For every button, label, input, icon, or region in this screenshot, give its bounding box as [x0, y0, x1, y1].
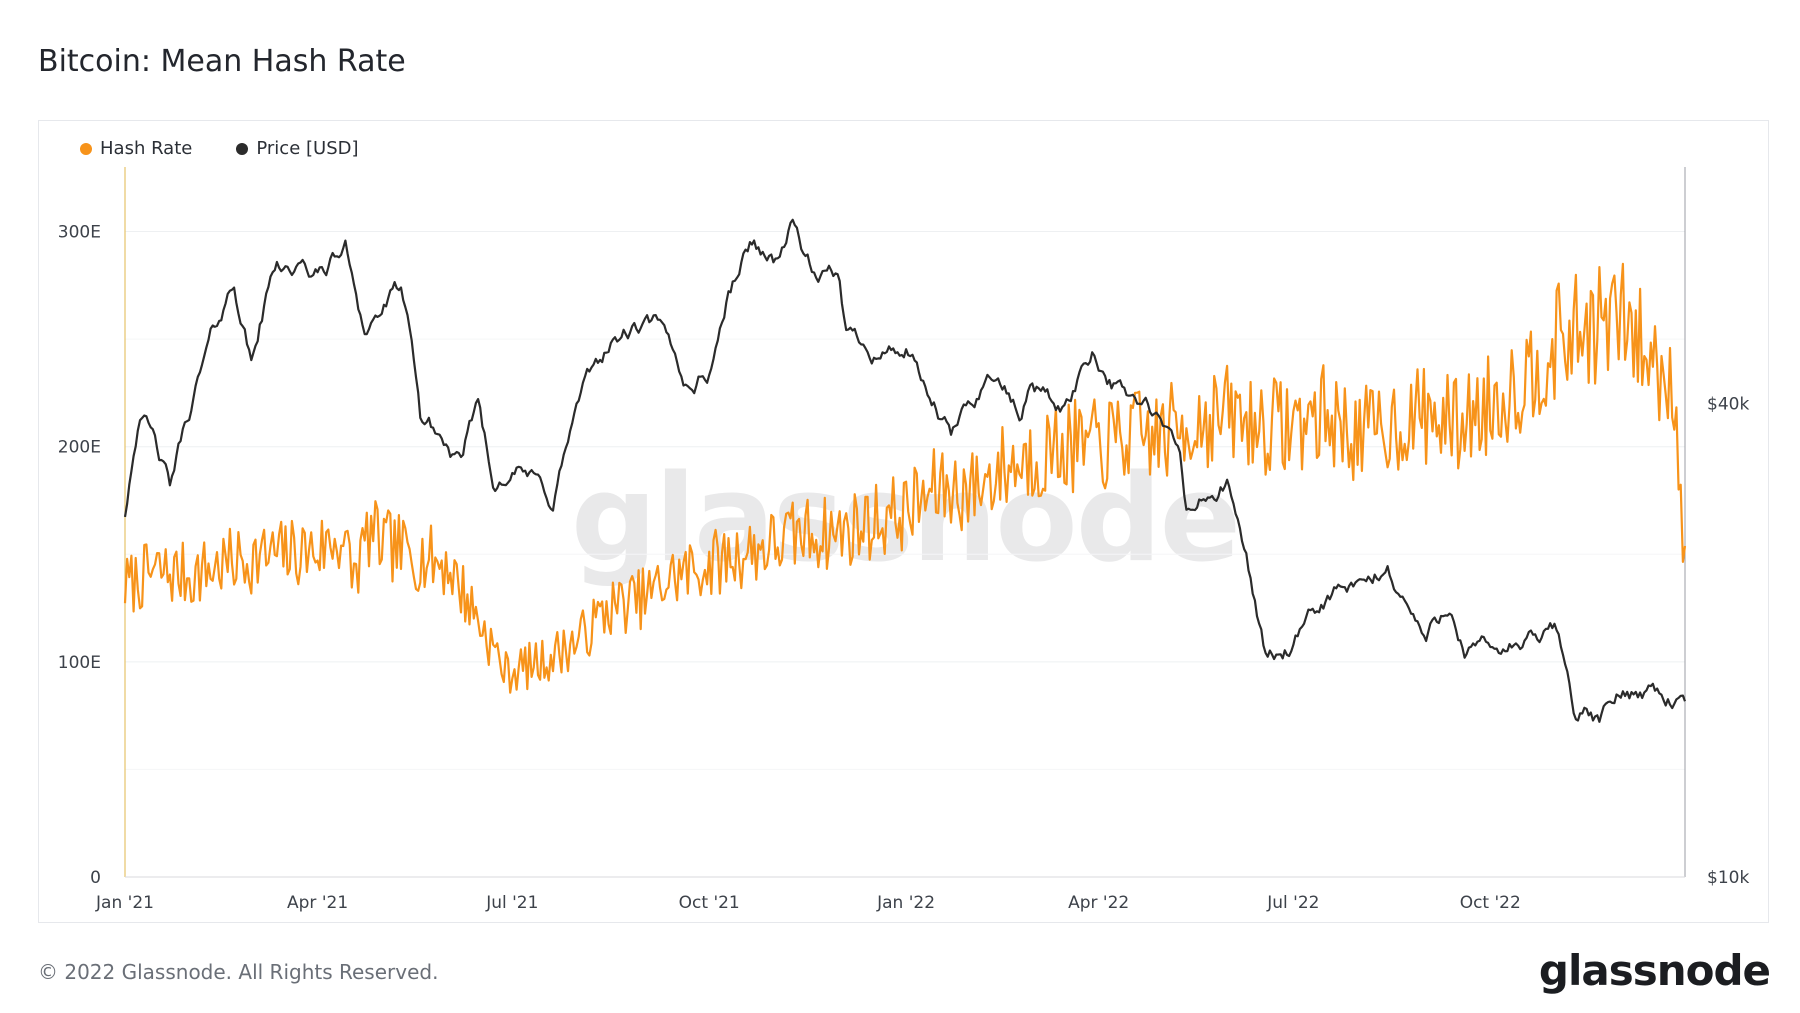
- x-tick-label: Jan '22: [876, 893, 935, 913]
- x-tick-label: Oct '22: [1460, 893, 1521, 913]
- y-left-tick-label: 0: [90, 868, 101, 888]
- y-right-tick-label: $40k: [1707, 395, 1749, 415]
- chart-title: Bitcoin: Mean Hash Rate: [38, 44, 406, 79]
- hash-rate-dot-icon: [80, 142, 92, 155]
- chart-panel: [38, 120, 1769, 923]
- x-tick-label: Jan '21: [95, 893, 154, 913]
- x-tick-label: Oct '21: [679, 893, 740, 913]
- legend-label-hash-rate: Hash Rate: [100, 138, 193, 159]
- y-left-tick-label: 100E: [58, 653, 101, 673]
- price-dot-icon: [236, 142, 249, 155]
- legend-item-hash-rate[interactable]: Hash Rate: [80, 138, 192, 159]
- x-tick-label: Jul '21: [485, 893, 538, 913]
- x-tick-label: Apr '21: [287, 893, 348, 913]
- glassnode-logo: glassnode: [1538, 946, 1771, 995]
- copyright-text: © 2022 Glassnode. All Rights Reserved.: [38, 960, 439, 984]
- series-line-price: [123, 218, 1687, 723]
- x-tick-label: Jul '22: [1266, 893, 1319, 913]
- y-left-tick-label: 200E: [58, 438, 101, 458]
- x-tick-label: Apr '22: [1068, 893, 1129, 913]
- legend-item-price[interactable]: Price [USD]: [236, 138, 359, 159]
- y-left-tick-label: 300E: [58, 223, 101, 243]
- legend-label-price: Price [USD]: [256, 138, 359, 159]
- legend: Hash Rate Price [USD]: [80, 138, 359, 159]
- series-line-hash-rate: [123, 262, 1687, 694]
- y-right-tick-label: $10k: [1707, 868, 1749, 888]
